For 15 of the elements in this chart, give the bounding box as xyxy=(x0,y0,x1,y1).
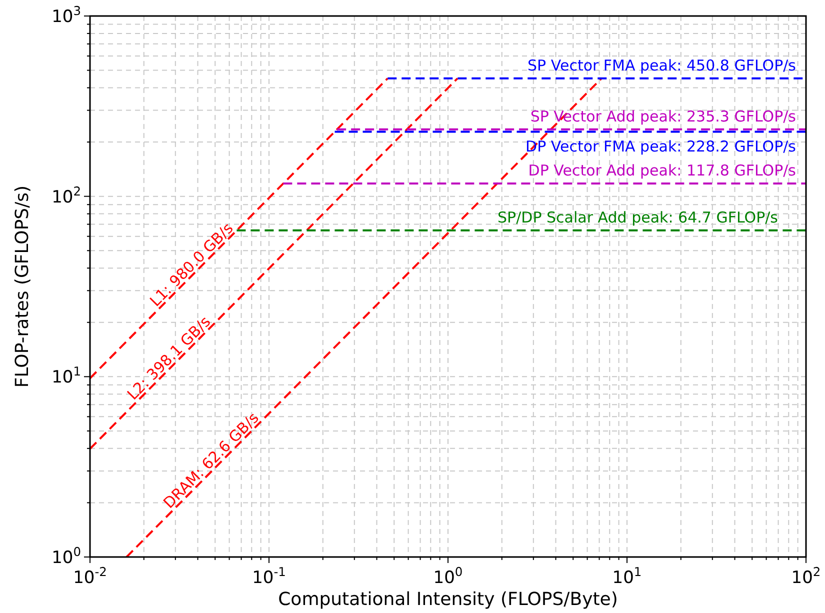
y-tick-label: 10$^{1}$ xyxy=(52,364,81,388)
series-label: DP Vector Add peak: 117.8 GFLOP/s xyxy=(528,162,796,180)
x-axis-title: Computational Intensity (FLOPS/Byte) xyxy=(278,589,618,610)
x-tick-label: 10$^{-2}$ xyxy=(73,565,107,588)
x-tick-label: 10$^{1}$ xyxy=(612,565,642,588)
series-label: SP/DP Scalar Add peak: 64.7 GFLOP/s xyxy=(498,208,778,226)
y-axis-title: FLOP-rates (GFLOPS/s) xyxy=(12,185,33,388)
x-tick-label: 10$^{2}$ xyxy=(791,565,821,588)
y-tick-label: 10$^{3}$ xyxy=(52,4,81,27)
x-tick-label: 10$^{-1}$ xyxy=(252,565,286,588)
y-tick-label: 10$^{0}$ xyxy=(52,545,81,568)
series-label: DP Vector FMA peak: 228.2 GFLOP/s xyxy=(526,138,796,156)
series-label: SP Vector FMA peak: 450.8 GFLOP/s xyxy=(528,56,796,74)
y-tick-label: 10$^{2}$ xyxy=(52,184,81,208)
x-tick-label: 10$^{0}$ xyxy=(433,565,463,588)
